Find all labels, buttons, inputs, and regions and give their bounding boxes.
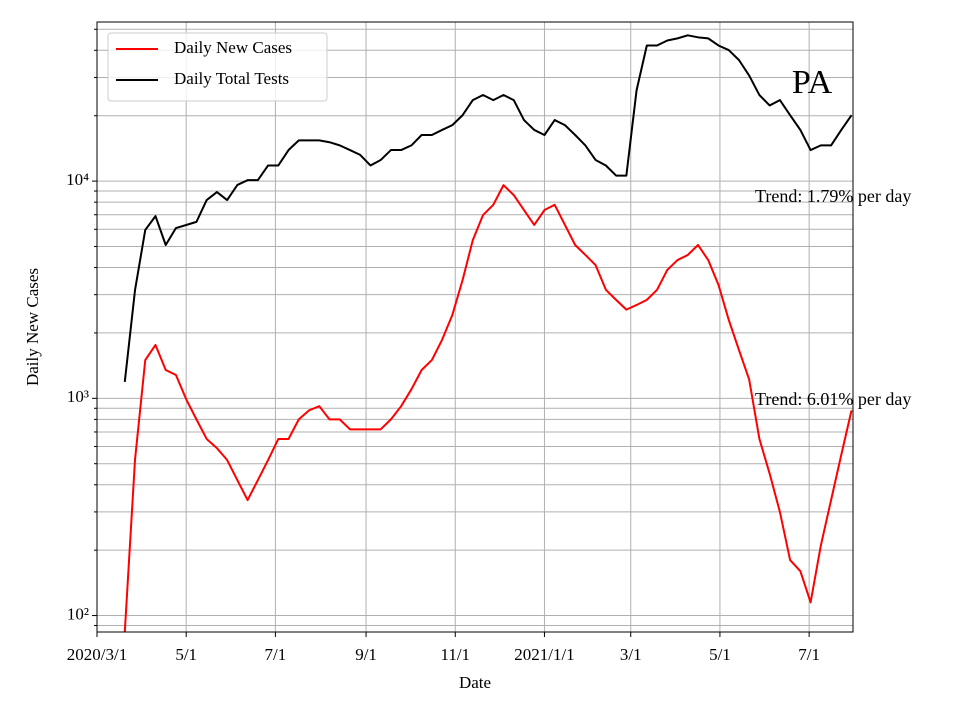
legend-box: [107, 32, 328, 102]
series-line: [123, 184, 853, 632]
x-tick-label: 11/1: [440, 645, 470, 664]
y-tick-label: 10⁴: [66, 170, 89, 189]
x-tick-label: 9/1: [355, 645, 377, 664]
legend-label: Daily New Cases: [174, 38, 292, 57]
x-tick-label: 3/1: [620, 645, 642, 664]
x-tick-label: 5/1: [175, 645, 197, 664]
annotation: Trend: 6.01% per day: [755, 389, 911, 409]
chart-title: PA: [792, 64, 833, 101]
y-tick-label: 10²: [67, 604, 89, 623]
annotation: Trend: 1.79% per day: [755, 186, 911, 206]
series-line: [123, 34, 853, 383]
x-tick-label: 2021/1/1: [514, 645, 574, 664]
x-tick-label: 5/1: [709, 645, 731, 664]
x-tick-label: 2020/3/1: [67, 645, 127, 664]
y-axis-label: Daily New Cases: [23, 268, 42, 386]
x-tick-label: 7/1: [265, 645, 287, 664]
plot-frame: [96, 21, 854, 633]
x-axis-label: Date: [459, 673, 491, 692]
y-tick-label: 10³: [67, 387, 89, 406]
legend-label: Daily Total Tests: [174, 69, 289, 88]
x-tick-label: 7/1: [798, 645, 820, 664]
